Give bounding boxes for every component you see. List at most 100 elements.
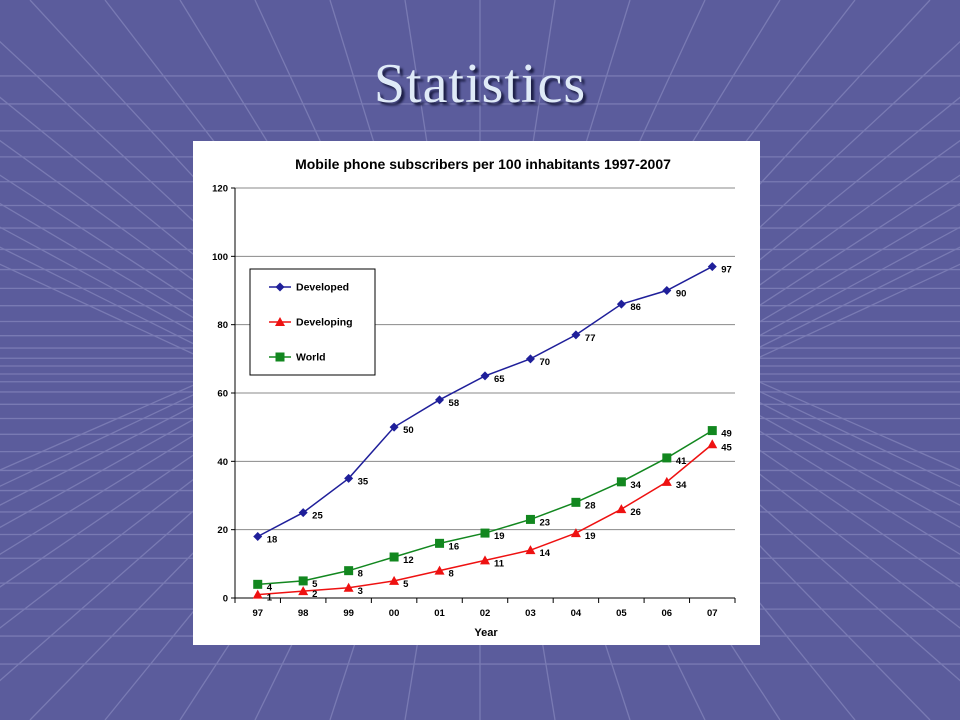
data-point-world xyxy=(480,528,490,538)
data-label-developed: 86 xyxy=(630,302,641,313)
data-point-developed xyxy=(389,422,399,432)
data-label-world: 12 xyxy=(403,555,414,566)
legend-label: World xyxy=(296,352,326,364)
x-tick-label: 04 xyxy=(571,608,582,619)
y-tick-label: 120 xyxy=(212,184,228,195)
data-point-developed xyxy=(435,395,445,405)
x-tick-label: 07 xyxy=(707,608,718,619)
data-point-developing xyxy=(343,582,354,592)
legend-marker xyxy=(275,282,285,292)
x-tick-label: 98 xyxy=(298,608,309,619)
data-point-developing xyxy=(525,545,536,555)
data-point-developing xyxy=(389,575,400,585)
x-tick-label: 06 xyxy=(662,608,673,619)
x-tick-label: 02 xyxy=(480,608,491,619)
data-point-world xyxy=(298,576,308,586)
data-label-developed: 18 xyxy=(267,535,278,546)
data-point-world xyxy=(344,566,354,576)
x-tick-label: 01 xyxy=(434,608,445,619)
y-tick-label: 20 xyxy=(217,525,228,536)
chart-title: Mobile phone subscribers per 100 inhabit… xyxy=(295,156,671,172)
chart-panel: Mobile phone subscribers per 100 inhabit… xyxy=(193,141,760,645)
data-point-world xyxy=(616,477,626,487)
data-point-developed xyxy=(298,508,308,518)
data-label-world: 5 xyxy=(312,579,318,590)
data-label-world: 4 xyxy=(267,582,273,593)
data-label-developed: 50 xyxy=(403,425,414,436)
y-tick-label: 80 xyxy=(217,320,228,331)
legend-label: Developing xyxy=(296,317,353,329)
data-point-world xyxy=(435,538,445,548)
y-tick-label: 40 xyxy=(217,457,228,468)
data-label-world: 41 xyxy=(676,456,687,467)
data-label-world: 28 xyxy=(585,500,596,511)
y-tick-label: 100 xyxy=(212,252,228,263)
data-label-developed: 58 xyxy=(449,398,460,409)
data-label-developing: 11 xyxy=(494,558,505,569)
data-label-developing: 8 xyxy=(449,569,454,580)
data-label-developed: 65 xyxy=(494,374,505,385)
data-label-developed: 25 xyxy=(312,511,323,522)
x-tick-label: 99 xyxy=(343,608,354,619)
data-label-developing: 3 xyxy=(358,586,363,597)
data-point-world xyxy=(525,514,535,524)
data-label-world: 19 xyxy=(494,531,505,542)
legend: Developed Developing World xyxy=(249,268,376,376)
data-point-developed xyxy=(707,262,717,272)
data-label-developed: 90 xyxy=(676,289,687,300)
data-point-developing xyxy=(298,586,309,596)
data-label-developed: 70 xyxy=(539,357,550,368)
x-ticks: 97 98 99 00 01 02 03 04 05 06 07 xyxy=(234,598,736,619)
data-label-world: 16 xyxy=(449,541,460,552)
x-tick-label: 05 xyxy=(616,608,627,619)
data-label-developing: 34 xyxy=(676,480,687,491)
data-point-developing xyxy=(570,528,581,538)
data-point-developing xyxy=(480,555,490,565)
data-label-developing: 2 xyxy=(312,589,317,600)
data-point-developed xyxy=(480,371,490,381)
data-point-developed xyxy=(525,354,535,364)
data-label-world: 34 xyxy=(630,480,641,491)
line-chart: Mobile phone subscribers per 100 inhabit… xyxy=(212,156,736,639)
data-point-developed xyxy=(571,330,581,340)
series-developed: 18 25 35 50 58 65 70 77 86 90 97 xyxy=(253,262,732,546)
data-label-developing: 26 xyxy=(630,507,641,518)
legend-marker xyxy=(275,352,285,362)
data-label-developing: 19 xyxy=(585,531,596,542)
legend-marker xyxy=(275,317,285,326)
data-label-world: 49 xyxy=(721,429,732,440)
data-point-world xyxy=(662,453,672,463)
data-label-developed: 35 xyxy=(358,476,369,487)
data-label-developing: 5 xyxy=(403,579,409,590)
data-label-developed: 97 xyxy=(721,265,732,276)
data-label-developing: 1 xyxy=(267,593,273,604)
data-point-world xyxy=(571,497,581,507)
data-label-developing: 14 xyxy=(539,548,550,559)
data-point-developing xyxy=(707,439,718,449)
x-tick-label: 00 xyxy=(389,608,400,619)
y-tick-label: 60 xyxy=(217,389,228,400)
x-tick-label: 97 xyxy=(252,608,263,619)
x-tick-label: 03 xyxy=(525,608,536,619)
data-label-world: 23 xyxy=(539,517,550,528)
data-point-developed xyxy=(253,532,263,541)
data-point-developing xyxy=(252,589,263,599)
slide-title: Statistics xyxy=(373,53,587,115)
y-tick-label: 0 xyxy=(223,594,228,605)
data-label-developed: 77 xyxy=(585,333,596,344)
series-line-developing xyxy=(257,443,713,596)
data-point-developing xyxy=(434,565,445,575)
x-axis-label: Year xyxy=(474,627,498,639)
data-point-developed xyxy=(616,299,626,309)
data-point-developing xyxy=(661,476,672,486)
data-label-world: 8 xyxy=(358,569,363,580)
data-point-developed xyxy=(662,286,672,295)
data-point-world xyxy=(389,552,399,562)
data-point-developing xyxy=(616,504,627,514)
data-point-developed xyxy=(344,473,354,483)
legend-label: Developed xyxy=(296,282,349,294)
data-point-world xyxy=(707,426,717,436)
data-label-developing: 45 xyxy=(721,442,732,453)
